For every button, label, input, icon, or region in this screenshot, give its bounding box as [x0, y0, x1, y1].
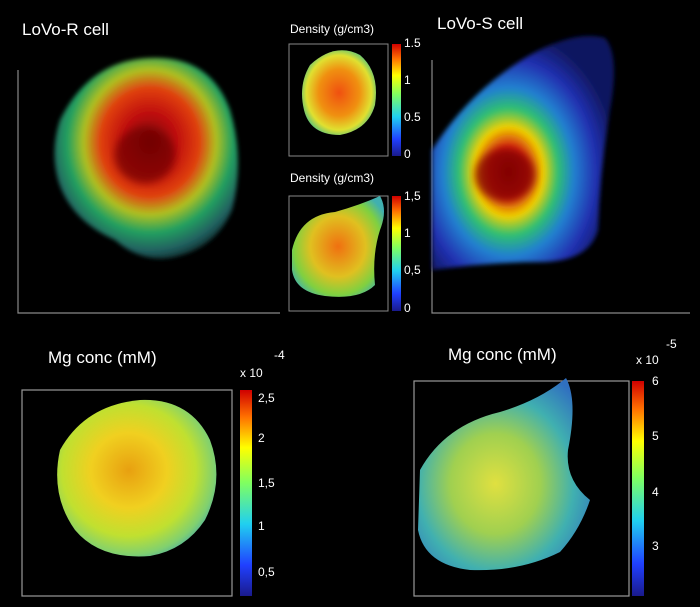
mg-left-cell	[57, 399, 217, 557]
mg-left-tick: 0,5	[258, 565, 275, 579]
inset-bottom-cell	[292, 196, 384, 297]
mg-right-cell	[418, 378, 590, 571]
mg-right-tick: 3	[652, 539, 659, 553]
mg-right-colorbar	[632, 381, 644, 596]
inset-top-tick: 1	[404, 73, 411, 87]
inset-bottom-tick: 1,5	[404, 189, 421, 203]
inset-bottom-tick: 0	[404, 301, 411, 315]
density-inset-top	[288, 43, 401, 157]
mg-left-title: Mg conc (mM)	[48, 348, 157, 367]
mg-right-tick: 4	[652, 485, 659, 499]
mg-right-tick: 6	[652, 374, 659, 388]
lovo-s-3d-surface	[431, 36, 690, 314]
mg-left-tick: 1	[258, 519, 265, 533]
mg-map-right	[413, 378, 644, 597]
mg-left-tick: 2	[258, 431, 265, 445]
mg-left-scale-base: x 10	[240, 366, 263, 380]
lovo-s-surface	[432, 36, 614, 270]
lovo-s-title: LoVo-S cell	[437, 14, 523, 33]
inset-bottom-title: Density (g/cm3)	[290, 171, 375, 185]
mg-right-tick: 5	[652, 429, 659, 443]
mg-left-colorbar	[240, 390, 252, 596]
inset-top-title: Density (g/cm3)	[290, 22, 375, 36]
inset-top-tick: 0	[404, 147, 411, 161]
mg-right-title: Mg conc (mM)	[448, 345, 557, 364]
lovo-r-title: LoVo-R cell	[22, 20, 109, 39]
mg-right-scale-exp: -5	[666, 337, 677, 351]
lovo-s-axes	[431, 60, 690, 314]
lovo-r-axes	[17, 70, 280, 314]
mg-left-tick: 1,5	[258, 476, 275, 490]
inset-top-cell	[302, 50, 376, 135]
inset-bottom-tick: 0,5	[404, 263, 421, 277]
density-inset-bottom	[288, 195, 401, 312]
mg-right-scale-base: x 10	[636, 353, 659, 367]
inset-bottom-colorbar	[392, 196, 401, 311]
inset-top-tick: 0.5	[404, 110, 421, 124]
lovo-r-3d-surface	[17, 57, 280, 314]
inset-top-tick: 1.5	[404, 36, 421, 50]
inset-top-colorbar	[392, 44, 401, 156]
mg-map-left	[21, 389, 252, 597]
mg-left-scale-exp: -4	[274, 348, 285, 362]
lovo-r-peak	[115, 127, 175, 183]
lovo-s-peak	[475, 149, 535, 201]
mg-left-tick: 2,5	[258, 391, 275, 405]
inset-bottom-tick: 1	[404, 226, 411, 240]
